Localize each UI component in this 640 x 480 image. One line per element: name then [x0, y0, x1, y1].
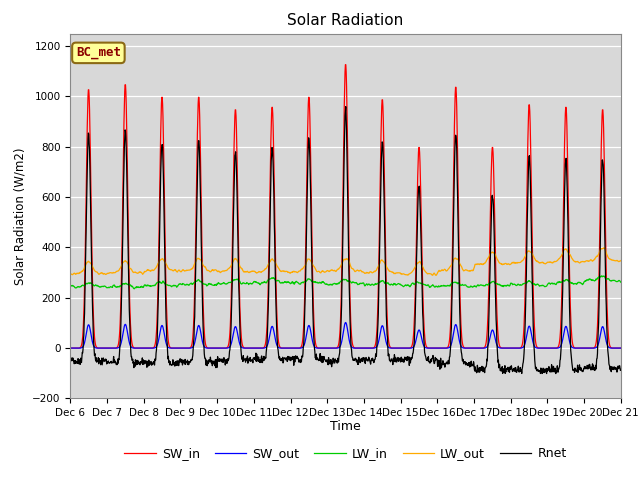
LW_in — [552, 282, 559, 288]
Rnet — [552, 371, 559, 376]
LW_in — [598, 273, 605, 279]
Rnet — [431, 355, 439, 360]
X-axis label: Time: Time — [330, 420, 361, 432]
SW_in — [250, 345, 258, 351]
LW_in — [431, 284, 439, 290]
SW_out — [617, 345, 625, 351]
SW_in — [504, 345, 511, 351]
LW_in — [67, 283, 74, 289]
LW_out — [175, 268, 183, 274]
LW_out — [552, 259, 559, 264]
LW_out — [67, 271, 74, 276]
Line: LW_in: LW_in — [70, 276, 621, 289]
SW_in — [617, 345, 625, 351]
Title: Solar Radiation: Solar Radiation — [287, 13, 404, 28]
Line: LW_out: LW_out — [70, 248, 621, 276]
Y-axis label: Solar Radiation (W/m2): Solar Radiation (W/m2) — [13, 147, 27, 285]
LW_out — [600, 245, 607, 251]
Rnet — [175, 360, 183, 365]
SW_in — [67, 345, 74, 351]
SW_out — [504, 345, 511, 351]
LW_in — [251, 279, 259, 285]
SW_out — [189, 344, 196, 350]
LW_out — [250, 268, 258, 274]
SW_in — [342, 62, 349, 68]
Rnet — [617, 367, 625, 372]
SW_in — [552, 345, 559, 351]
LW_out — [189, 265, 196, 271]
LW_in — [176, 281, 184, 287]
SW_in — [175, 345, 183, 351]
SW_out — [552, 345, 559, 351]
Legend: SW_in, SW_out, LW_in, LW_out, Rnet: SW_in, SW_out, LW_in, LW_out, Rnet — [119, 442, 572, 465]
Line: SW_out: SW_out — [70, 323, 621, 348]
LW_out — [617, 258, 625, 264]
LW_out — [504, 262, 511, 267]
LW_in — [617, 279, 625, 285]
Rnet — [67, 358, 74, 363]
LW_in — [131, 286, 138, 292]
Rnet — [189, 352, 196, 358]
Rnet — [552, 369, 560, 374]
SW_out — [342, 320, 349, 325]
SW_out — [67, 345, 74, 351]
LW_in — [189, 281, 197, 287]
Line: SW_in: SW_in — [70, 65, 621, 348]
LW_out — [432, 273, 440, 278]
Rnet — [504, 367, 511, 372]
Rnet — [342, 104, 349, 109]
SW_out — [175, 345, 183, 351]
SW_out — [250, 345, 258, 351]
Text: BC_met: BC_met — [76, 47, 121, 60]
LW_out — [431, 271, 439, 277]
LW_in — [504, 282, 511, 288]
Line: Rnet: Rnet — [70, 107, 621, 373]
Rnet — [250, 356, 258, 361]
SW_out — [431, 345, 439, 351]
SW_in — [431, 345, 439, 351]
SW_in — [189, 335, 196, 340]
